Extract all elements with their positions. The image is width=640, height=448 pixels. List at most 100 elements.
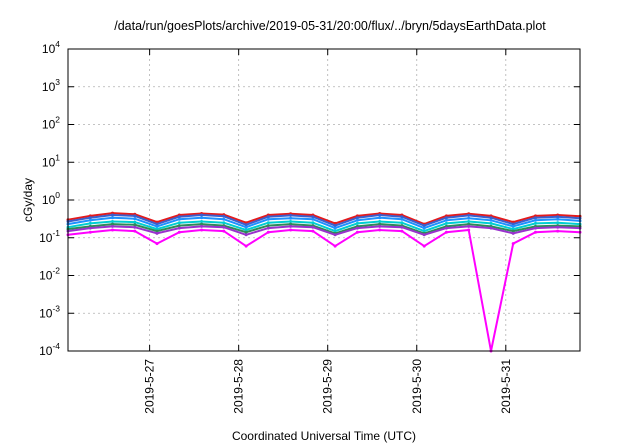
data-point [133,223,137,227]
series-line [67,220,581,233]
data-point [244,233,248,237]
data-point [444,218,448,222]
data-point [378,213,382,217]
data-point [467,224,471,228]
grid-lines [68,49,580,351]
x-tick-label: 2019-5-30 [410,359,424,414]
data-point [155,229,159,233]
data-point [111,213,114,217]
data-point [511,231,515,235]
data-point [556,221,560,225]
data-point [133,225,137,229]
data-point [311,229,315,233]
data-point [177,217,181,221]
data-point [155,242,159,246]
x-tick-label: 2019-5-29 [321,359,335,414]
y-tick-label: 102 [42,115,60,132]
data-point [556,225,560,229]
y-tick-label: 101 [42,152,60,169]
data-point [88,221,92,225]
data-point [177,226,181,230]
data-point [244,244,248,248]
data-point [444,221,448,225]
y-tick-label: 103 [42,77,60,94]
data-point [222,229,226,233]
x-tick-label: 2019-5-28 [232,359,246,414]
y-axis-label: cGy/day [21,178,35,222]
data-point [511,224,515,228]
y-tick-label: 104 [42,39,60,56]
data-point [400,229,404,233]
data-point [266,224,270,228]
data-point [511,229,515,233]
data-point [200,216,204,220]
data-point [467,222,471,226]
data-point [467,216,471,220]
data-point [534,230,537,234]
data-point [244,225,248,229]
data-point [133,220,137,224]
data-point [311,225,315,229]
data-point [133,217,137,221]
data-point [289,228,293,232]
data-point [511,242,515,246]
data-point [378,222,382,226]
data-point [155,231,159,235]
data-point [355,230,359,234]
data-point [200,222,204,226]
data-point [200,228,204,232]
data-point [111,222,114,226]
data-point [88,230,92,234]
data-point [444,226,448,230]
data-point [311,221,315,225]
y-tick-label: 100 [42,190,60,207]
y-tick-label: 10-2 [39,266,60,283]
data-point [266,230,270,234]
data-point [133,214,137,218]
data-point [111,220,114,223]
data-point [422,224,426,228]
data-point [133,229,137,233]
data-point [556,215,560,219]
data-point [444,230,448,234]
data-point [489,226,493,230]
series-line [67,228,581,352]
series-line [67,223,581,235]
data-point [266,226,270,230]
data-point [155,222,159,226]
data-point [467,213,471,217]
data-point [111,228,114,232]
x-axis-label: Coordinated Universal Time (UTC) [232,429,416,443]
data-point [400,221,404,225]
data-point [200,213,204,217]
data-point [556,217,560,221]
data-point [200,224,204,228]
chart-title: /data/run/goesPlots/archive/2019-05-31/2… [114,19,546,33]
series-line [67,216,581,230]
data-point [333,244,337,248]
data-point [378,228,382,232]
data-point [400,215,404,219]
data-point [400,217,404,221]
data-point [244,230,248,234]
data-point [222,214,226,218]
data-point [222,221,226,225]
data-point [378,220,382,223]
data-point [355,221,359,225]
data-point [534,218,537,222]
data-point [111,216,114,220]
data-point [444,216,448,220]
axes: 10-4 10-3 10-2 10-1 100 101 102 103 104 2019-5-27… [39,39,580,414]
data-point [311,215,315,219]
series-line [67,212,581,226]
data-point [422,244,426,248]
data-point [355,226,359,230]
y-tick-label: 10-1 [39,228,60,245]
data-point [534,216,537,220]
data-point [177,221,181,225]
data-point [511,222,515,226]
y-tick-label: 10-3 [39,303,60,320]
data-point [177,215,181,219]
data-point [266,215,270,219]
